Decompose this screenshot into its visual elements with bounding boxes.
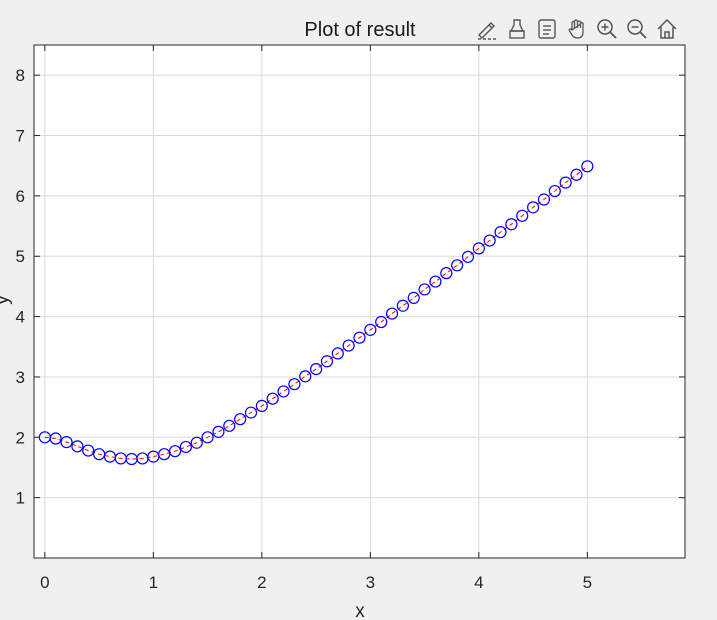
x-tick-label: 4 — [474, 573, 483, 592]
zoom-in-icon — [597, 19, 617, 39]
data-point-marker — [396, 299, 409, 312]
data-tips-button[interactable] — [503, 15, 531, 43]
data-point-marker — [494, 225, 507, 239]
x-tick-label: 5 — [583, 573, 592, 592]
chart-title: Plot of result — [304, 19, 416, 41]
data-point-marker — [234, 413, 247, 426]
tick-labels: 0 1 2 3 4 5 1 2 3 4 5 6 7 8 — [16, 66, 593, 592]
y-tick-label: 1 — [16, 489, 25, 508]
legend-insert-icon — [538, 19, 556, 39]
grid-lines — [34, 45, 685, 558]
data-point-marker — [429, 275, 442, 288]
axes-toolbar — [473, 14, 681, 44]
data-point-marker — [353, 331, 366, 344]
data-point-marker — [266, 392, 279, 405]
data-tips-icon — [509, 19, 525, 39]
data-point-marker — [483, 234, 496, 247]
axes-box — [33, 44, 686, 559]
data-point-marker — [472, 242, 485, 255]
data-point-marker — [440, 267, 453, 280]
pan-button[interactable] — [563, 15, 591, 43]
data-point-marker — [516, 209, 529, 222]
data-point-marker — [364, 323, 377, 336]
data-point-marker — [244, 406, 258, 419]
data-point-marker — [407, 291, 420, 304]
brush-edit-button[interactable] — [473, 15, 501, 43]
tick-marks — [34, 45, 685, 558]
data-point-marker — [212, 425, 225, 438]
x-axis-label: x — [355, 601, 365, 620]
y-tick-label: 6 — [16, 187, 25, 206]
legend-insert-button[interactable] — [533, 15, 561, 43]
data-point-marker — [201, 431, 214, 444]
home-restore-icon — [657, 18, 677, 39]
data-point-marker — [288, 378, 301, 391]
data-point-marker — [82, 444, 95, 457]
brush-edit-icon — [478, 22, 496, 40]
data-point-marker — [223, 419, 236, 432]
series-line-group — [44, 165, 588, 460]
y-tick-label: 2 — [16, 428, 25, 447]
series-line — [44, 165, 588, 460]
data-point-marker — [71, 440, 84, 453]
data-point-marker — [385, 307, 399, 320]
y-tick-label: 8 — [16, 66, 25, 85]
series-markers — [38, 160, 594, 466]
data-point-marker — [158, 448, 171, 461]
zoom-in-button[interactable] — [593, 15, 621, 43]
data-point-marker — [179, 440, 192, 454]
data-point-marker — [331, 347, 344, 360]
x-tick-label: 2 — [257, 573, 266, 592]
y-tick-label: 3 — [16, 368, 25, 387]
data-point-marker — [548, 184, 561, 198]
x-tick-label: 0 — [40, 573, 49, 592]
data-point-marker — [168, 445, 182, 458]
zoom-out-icon — [627, 19, 647, 39]
y-tick-label: 7 — [16, 127, 25, 146]
data-point-marker — [49, 432, 62, 445]
data-point-marker — [418, 283, 431, 296]
data-point-marker — [570, 168, 583, 181]
data-point-marker — [537, 193, 551, 206]
x-tick-label: 3 — [366, 573, 375, 592]
y-tick-label: 4 — [16, 308, 25, 327]
data-point-marker — [505, 218, 518, 231]
y-axis-label: y — [0, 295, 13, 305]
data-point-marker — [581, 160, 594, 173]
data-point-marker — [310, 362, 323, 376]
restore-view-button[interactable] — [653, 15, 681, 43]
zoom-out-button[interactable] — [623, 15, 651, 43]
data-point-marker — [375, 315, 388, 329]
data-point-marker — [461, 250, 475, 263]
data-point-marker — [559, 176, 572, 189]
data-point-marker — [299, 370, 312, 383]
data-point-marker — [277, 385, 290, 398]
y-tick-label: 5 — [16, 247, 25, 266]
data-point-marker — [320, 355, 334, 368]
axes-background — [34, 45, 685, 558]
data-point-marker — [60, 436, 73, 449]
data-point-marker — [342, 339, 355, 352]
data-point-marker — [190, 436, 203, 449]
pan-hand-icon — [568, 19, 584, 39]
x-tick-label: 1 — [149, 573, 158, 592]
data-point-marker — [451, 259, 464, 272]
data-point-marker — [255, 399, 268, 413]
data-point-marker — [526, 201, 540, 214]
